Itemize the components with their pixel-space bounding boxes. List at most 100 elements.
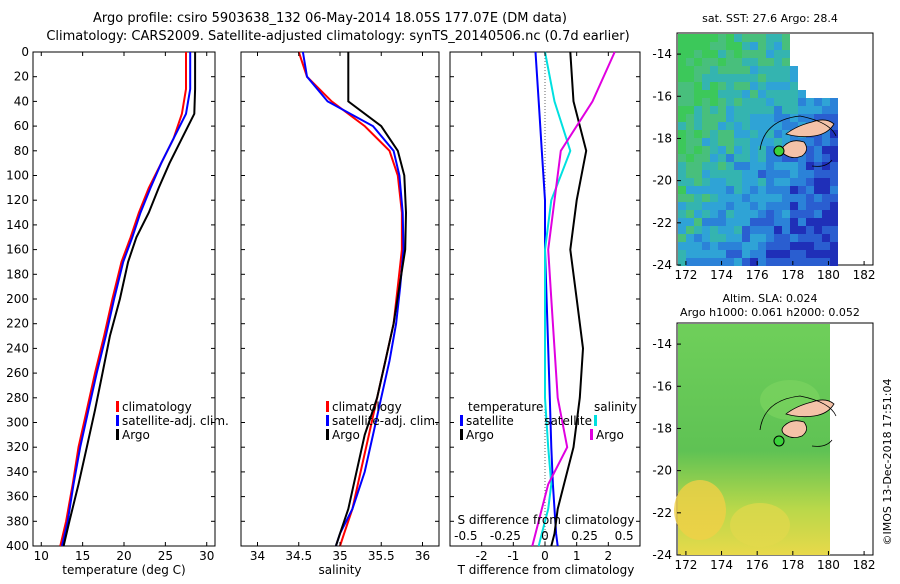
- sst-cell: [766, 178, 774, 186]
- map-x-tick-label: 178: [781, 558, 804, 572]
- sst-cell: [742, 202, 750, 210]
- sst-cell: [742, 122, 750, 130]
- sst-cell: [678, 66, 686, 74]
- map-y-tick-label: -18: [652, 421, 672, 435]
- sst-cell: [822, 146, 830, 154]
- sst-cell: [694, 194, 702, 202]
- sst-cell: [686, 138, 694, 146]
- sst-coastline-contour: [759, 115, 837, 167]
- depth-tick-label: 360: [6, 490, 29, 504]
- sst-cell: [806, 226, 814, 234]
- sst-cell: [694, 98, 702, 106]
- sst-cell: [774, 218, 782, 226]
- salinity-xlabel: salinity: [318, 563, 361, 577]
- sst-cell: [702, 138, 710, 146]
- sst-cell: [766, 146, 774, 154]
- sst-cell: [766, 130, 774, 138]
- sst-cell: [686, 226, 694, 234]
- sst-cell: [734, 90, 742, 98]
- sst-cell: [750, 178, 758, 186]
- depth-tick-label: 300: [6, 416, 29, 430]
- sst-cell: [814, 250, 822, 258]
- legend-swatch-climatology: [326, 401, 329, 412]
- legend-t-satellite: satellite: [466, 414, 514, 428]
- sst-cell: [758, 218, 766, 226]
- sst-cell: [814, 98, 822, 106]
- legend-swatch-climatology: [116, 401, 119, 412]
- sst-cell: [686, 186, 694, 194]
- sst-cell: [798, 194, 806, 202]
- depth-tick-label: 40: [14, 94, 29, 108]
- sst-cell: [742, 138, 750, 146]
- sst-cell: [798, 242, 806, 250]
- sst-cell: [718, 226, 726, 234]
- map-x-tick-label: 174: [710, 558, 733, 572]
- sst-cell: [782, 154, 790, 162]
- sst-cell: [734, 98, 742, 106]
- sst-cell: [766, 250, 774, 258]
- sst-cell: [702, 202, 710, 210]
- sst-cell: [790, 162, 798, 170]
- sst-cell: [678, 122, 686, 130]
- sst-cell: [758, 130, 766, 138]
- sla-map-title: Altim. SLA: 0.024: [722, 292, 817, 305]
- sst-cell: [798, 98, 806, 106]
- sst-cell: [718, 178, 726, 186]
- sst-cell: [766, 66, 774, 74]
- sst-cell: [822, 138, 830, 146]
- sst-cell: [686, 178, 694, 186]
- sst-cell: [702, 250, 710, 258]
- legend-s-argo: Argo: [596, 428, 624, 442]
- sst-cell: [686, 162, 694, 170]
- sst-cell: [678, 138, 686, 146]
- map-y-tick-label: -24: [652, 548, 672, 562]
- sst-cell: [766, 210, 774, 218]
- sst-cell: [782, 162, 790, 170]
- map-y-tick-label: -16: [652, 89, 672, 103]
- sst-cell: [822, 162, 830, 170]
- sst-cell: [790, 66, 798, 74]
- map-y-tick-label: -22: [652, 506, 672, 520]
- sst-cell: [734, 170, 742, 178]
- sst-cell: [702, 90, 710, 98]
- map-x-tick-label: 172: [674, 558, 697, 572]
- sst-cell: [694, 202, 702, 210]
- sst-cell: [678, 178, 686, 186]
- difference-legend: temperature satellite Argo salinity sate…: [458, 400, 638, 527]
- sst-cell: [814, 154, 822, 162]
- sst-cell: [726, 82, 734, 90]
- sst-cell: [734, 50, 742, 58]
- s-tick-label: -0.25: [490, 529, 521, 543]
- sst-cell: [774, 242, 782, 250]
- sst-cell: [702, 58, 710, 66]
- sst-cell: [822, 194, 830, 202]
- sst-cell: [726, 194, 734, 202]
- sst-cell: [678, 162, 686, 170]
- sst-map-field: [678, 34, 838, 266]
- sst-cell: [814, 178, 822, 186]
- sst-cell: [734, 234, 742, 242]
- sst-cell: [774, 74, 782, 82]
- sst-cell: [758, 250, 766, 258]
- sst-cell: [718, 130, 726, 138]
- sst-cell: [710, 74, 718, 82]
- sst-cell: [742, 114, 750, 122]
- sst-cell: [782, 226, 790, 234]
- sst-cell: [694, 178, 702, 186]
- sst-cell: [718, 154, 726, 162]
- sst-cell: [742, 170, 750, 178]
- sst-cell: [830, 250, 838, 258]
- sst-cell: [702, 186, 710, 194]
- sst-cell: [686, 82, 694, 90]
- depth-tick-label: 200: [6, 292, 29, 306]
- sst-cell: [678, 202, 686, 210]
- sst-cell: [686, 122, 694, 130]
- sst-cell: [790, 90, 798, 98]
- sst-cell: [782, 250, 790, 258]
- sst-cell: [798, 234, 806, 242]
- sst-cell: [678, 194, 686, 202]
- sst-cell: [702, 258, 710, 266]
- sst-cell: [822, 178, 830, 186]
- legend-swatch-s-argo: [590, 429, 593, 440]
